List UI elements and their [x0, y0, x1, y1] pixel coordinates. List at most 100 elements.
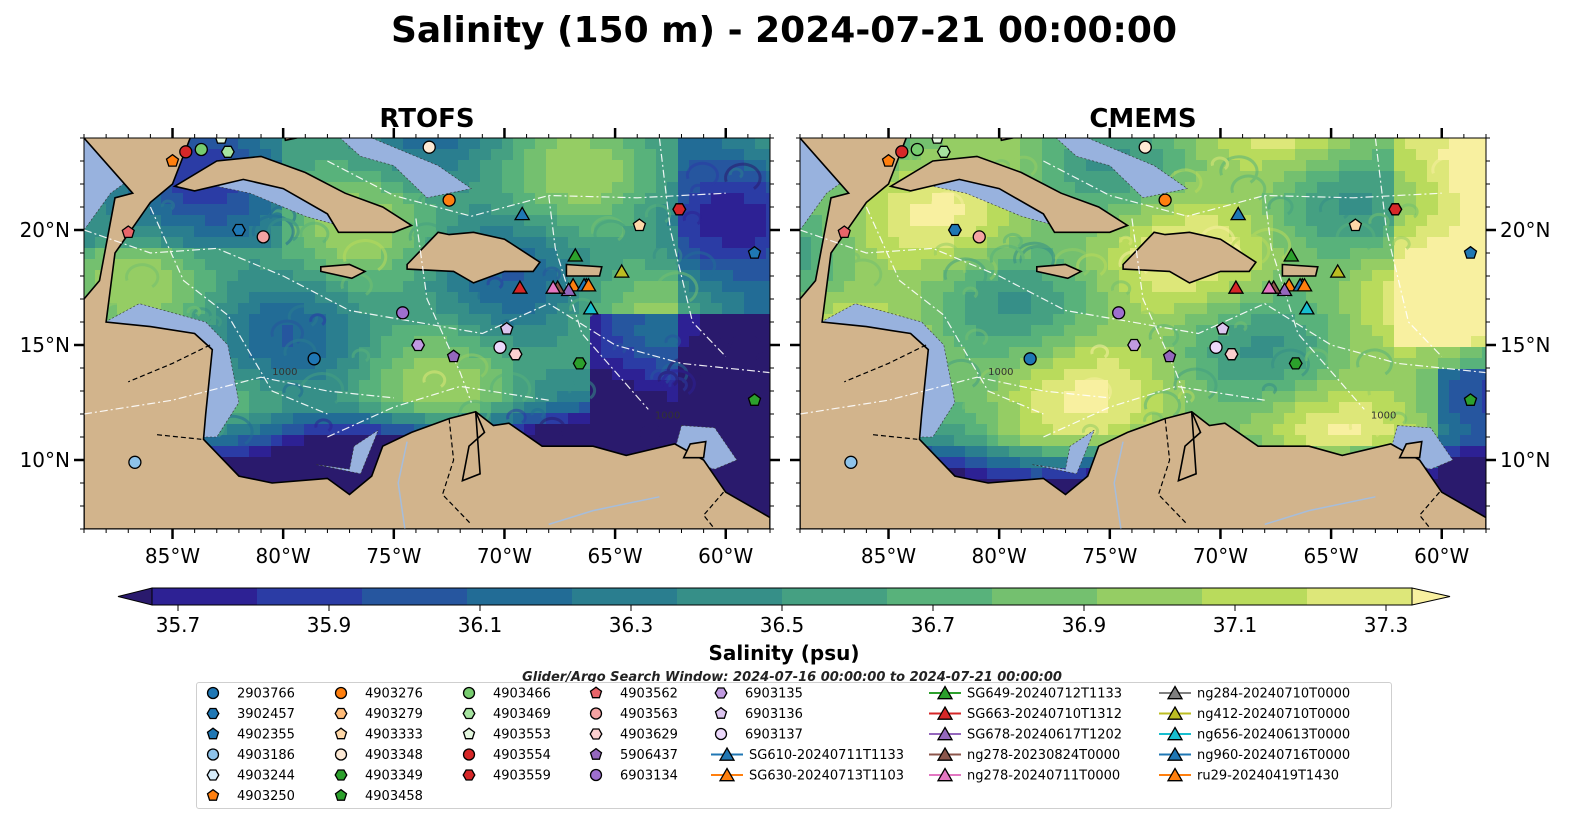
marker-4903553 — [215, 138, 228, 144]
marker-SG649-20240712T1133 — [567, 247, 584, 262]
marker-ng278-20240711T0000 — [544, 279, 562, 294]
legend-entry: 3902457 — [206, 707, 295, 722]
panel-title-cmems: CMEMS — [1089, 104, 1196, 134]
legend-label: SG630-20240713T1103 — [749, 769, 904, 784]
axes-cmems: 85°W 80°W 75°W 70°W 65°W 60°W 10°N 15°N 20°N — [790, 128, 1550, 568]
legend-label: 4903563 — [620, 707, 678, 722]
map-panel-cmems: 1000 1000 — [799, 137, 1487, 530]
marker-ng278-20240711T0000 — [1260, 279, 1278, 294]
legend-label: 4903333 — [365, 728, 423, 743]
colorbar-tick-label: 37.3 — [1364, 613, 1409, 637]
colorbar-tick-label: 36.7 — [911, 613, 956, 637]
legend-entry: 4903250 — [206, 788, 295, 804]
landmass — [800, 138, 1486, 529]
x-tick-label: 85°W — [861, 544, 916, 568]
marker-6903134 — [1112, 306, 1126, 320]
legend-entry: 4903244 — [206, 769, 295, 784]
legend-label: 4903554 — [493, 748, 551, 763]
marker-4902355 — [747, 245, 762, 259]
x-tick-label: 60°W — [698, 544, 753, 568]
marker-4903562 — [121, 225, 135, 239]
marker-4903458 — [1463, 393, 1478, 406]
legend-entry: 4903279 — [334, 707, 423, 722]
axes-rtofs: 85°W 80°W 75°W 70°W 65°W 60°W 10°N 15°N 20°N — [20, 128, 780, 568]
colorbar-bin — [1307, 588, 1413, 605]
x-tick-label: 80°W — [972, 544, 1027, 568]
colorbar-tick-label: 36.1 — [458, 613, 503, 637]
marker-4903186 — [128, 455, 142, 469]
marker-ru29-20240419T1430 — [580, 277, 597, 292]
legend-label: 6903137 — [745, 728, 803, 743]
basin-boundaries — [84, 138, 770, 438]
legend-entry: ru29-20240419T1430 — [1159, 767, 1339, 784]
panel-frame — [799, 137, 1487, 530]
marker-4903349 — [572, 357, 587, 370]
marker-4903629 — [508, 348, 523, 361]
marker-6903134 — [396, 306, 410, 320]
x-tick-label: 85°W — [145, 544, 200, 568]
legend-entry: SG663-20240710T1312 — [929, 705, 1122, 722]
marker-SG610-20240711T1133 — [513, 206, 531, 221]
isobath-label: 1000 — [655, 411, 680, 422]
y-tick-label: 10°N — [20, 448, 70, 472]
marker-4903559 — [672, 203, 687, 216]
marker-4903349 — [1288, 357, 1303, 370]
panel-title-rtofs: RTOFS — [379, 104, 474, 134]
legend-entry: ng278-20240711T0000 — [929, 767, 1120, 784]
legend-entry: 4903559 — [462, 769, 551, 784]
legend-entry: 4903348 — [334, 748, 423, 763]
marker-6903135 — [1127, 338, 1142, 352]
legend-entry: 4903629 — [589, 728, 678, 743]
marker-4903333 — [1348, 218, 1363, 232]
y-tick-label: 15°N — [1500, 333, 1550, 357]
legend-entry: ng284-20240710T0000 — [1159, 685, 1350, 702]
legend-entry: 4903276 — [334, 687, 423, 702]
marker-4903458 — [747, 393, 762, 406]
legend-entry: 4903554 — [462, 748, 551, 763]
colorbar-tick-label: 37.1 — [1213, 613, 1258, 637]
x-tick-label: 70°W — [477, 544, 532, 568]
x-tick-label: 65°W — [1303, 544, 1358, 568]
marker-4902355 — [1463, 245, 1478, 259]
y-tick-label: 15°N — [20, 333, 70, 357]
marker-4903466 — [910, 142, 924, 157]
marker-6903136 — [499, 321, 514, 335]
landmass — [84, 138, 770, 529]
marker-4903276 — [442, 193, 456, 207]
marker-ru29-20240419T1430 — [1296, 277, 1313, 292]
x-tick-label: 60°W — [1414, 544, 1469, 568]
legend-label: 4903250 — [237, 789, 295, 804]
legend-entry: 6903135 — [714, 687, 803, 702]
colorbar-extend-low — [117, 587, 153, 606]
marker-ng656-20240613T0000 — [1298, 300, 1315, 315]
colorbar-bin — [152, 588, 258, 605]
marker-4903276 — [1158, 193, 1172, 207]
colorbar-bin — [1097, 588, 1203, 605]
x-tick-label: 65°W — [587, 544, 642, 568]
colorbar-bin — [1202, 588, 1308, 605]
marker-ng656-20240613T0000 — [582, 300, 599, 315]
colorbar-tick-label: 36.9 — [1062, 613, 1107, 637]
isobath-label: 1000 — [1371, 411, 1396, 422]
y-tick-label: 20°N — [20, 218, 70, 242]
float-markers — [121, 138, 762, 469]
marker-4903554 — [895, 145, 909, 159]
legend-entry: SG610-20240711T1133 — [711, 746, 904, 763]
isobath-label: 1000 — [988, 367, 1013, 378]
colorbar-tick-label: 36.3 — [609, 613, 654, 637]
legend-entry: 6903134 — [589, 769, 678, 784]
marker-4903469 — [936, 145, 951, 158]
legend-entry: 2903766 — [206, 687, 295, 702]
colorbar-bin — [782, 588, 888, 605]
marker-4903186 — [844, 455, 858, 469]
legend-label: ng278-20240711T0000 — [967, 769, 1120, 784]
marker-2903766 — [1023, 352, 1037, 366]
legend-label: 6903136 — [745, 707, 803, 722]
colorbar: 35.7 35.9 36.1 36.3 36.5 36.7 36.9 37.1 37.3 — [117, 587, 1451, 637]
legend-label: ng412-20240710T0000 — [1197, 707, 1350, 722]
marker-SG663-20240710T1312 — [511, 279, 529, 294]
colorbar-bin — [887, 588, 993, 605]
legend-label: SG663-20240710T1312 — [967, 707, 1122, 722]
legend-label: ng656-20240613T0000 — [1197, 728, 1350, 743]
legend-entry: ng960-20240716T0000 — [1159, 746, 1350, 763]
